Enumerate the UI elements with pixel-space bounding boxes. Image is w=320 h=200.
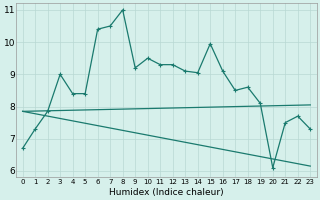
X-axis label: Humidex (Indice chaleur): Humidex (Indice chaleur) xyxy=(109,188,224,197)
